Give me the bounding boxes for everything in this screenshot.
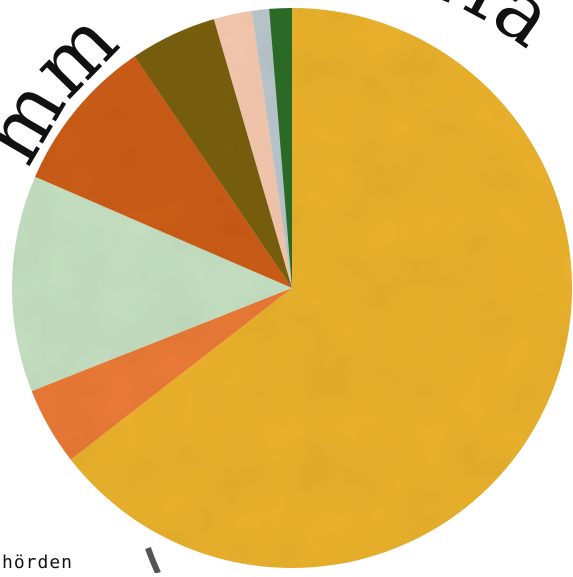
pie-slice-6: [213, 10, 292, 288]
pie-slice-8: [269, 7, 292, 288]
pie-slices: [12, 7, 573, 569]
pie-slice-3: [12, 176, 292, 392]
bottom-text-fragment: hörden: [2, 552, 73, 573]
pie-slice-1: [70, 8, 573, 569]
pie-slice-7: [251, 8, 292, 289]
stem-decoration: [145, 547, 161, 575]
pie-slice-4: [35, 56, 292, 288]
pie-slice-5: [134, 19, 292, 289]
pie-slice-2: [31, 288, 292, 460]
